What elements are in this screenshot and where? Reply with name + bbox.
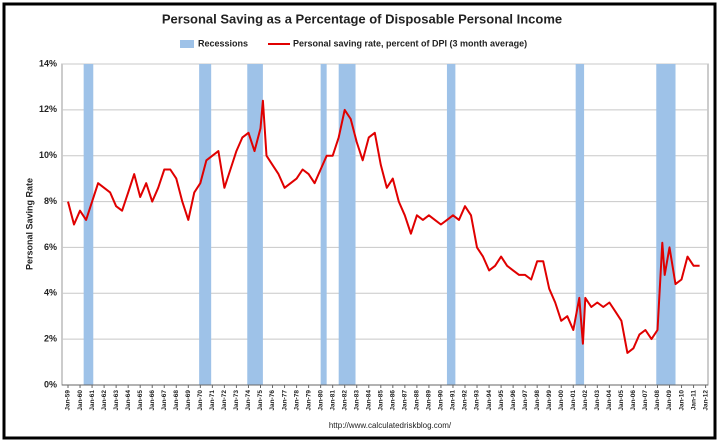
x-tick-label: Jan-06 <box>630 390 637 411</box>
x-tick-label: Jan-99 <box>546 390 553 411</box>
y-tick-label: 2% <box>44 334 57 344</box>
y-axis-label: Personal Saving Rate <box>24 178 34 270</box>
x-tick-label: Jan-95 <box>498 390 505 411</box>
x-tick-label: Jan-64 <box>125 390 132 411</box>
x-tick-label: Jan-04 <box>606 390 613 411</box>
y-tick-label: 4% <box>44 288 57 298</box>
x-tick-label: Jan-07 <box>642 390 649 411</box>
x-tick-label: Jan-88 <box>414 390 421 411</box>
x-tick-label: Jan-62 <box>101 390 108 411</box>
x-tick-label: Jan-08 <box>654 390 661 411</box>
x-tick-label: Jan-01 <box>570 390 577 411</box>
x-tick-label: Jan-03 <box>594 390 601 411</box>
x-tick-label: Jan-12 <box>702 390 709 411</box>
recession-band <box>199 64 212 385</box>
x-tick-label: Jan-82 <box>341 390 348 411</box>
recession-band <box>338 64 356 385</box>
x-tick-label: Jan-76 <box>269 390 276 411</box>
y-tick-label: 0% <box>44 379 57 389</box>
x-tick-label: Jan-87 <box>402 390 409 411</box>
x-tick-label: Jan-81 <box>329 390 336 411</box>
y-tick-label: 8% <box>44 196 57 206</box>
y-tick-label: 6% <box>44 242 57 252</box>
y-tick-label: 10% <box>39 150 57 160</box>
x-tick-label: Jan-89 <box>426 390 433 411</box>
recession-band <box>247 64 263 385</box>
x-tick-label: Jan-98 <box>534 390 541 411</box>
legend-label: Recessions <box>198 38 248 48</box>
x-tick-label: Jan-73 <box>233 390 240 411</box>
recession-band <box>83 64 94 385</box>
x-tick-label: Jan-02 <box>582 390 589 411</box>
recession-band <box>575 64 585 385</box>
legend-swatch <box>180 40 194 48</box>
plot-area <box>61 63 709 386</box>
x-tick-label: Jan-85 <box>378 390 385 411</box>
x-tick-label: Jan-74 <box>245 390 252 411</box>
x-tick-label: Jan-78 <box>293 390 300 411</box>
chart-title: Personal Saving as a Percentage of Dispo… <box>162 11 562 26</box>
x-tick-label: Jan-00 <box>558 390 565 411</box>
source: http://www.calculatedriskblog.com/ <box>329 421 452 430</box>
recession-band <box>320 64 327 385</box>
x-tick-label: Jan-93 <box>474 390 481 411</box>
x-tick-label: Jan-71 <box>209 390 216 411</box>
x-tick-label: Jan-75 <box>257 390 264 411</box>
x-tick-label: Jan-84 <box>365 390 372 411</box>
x-tick-label: Jan-92 <box>462 390 469 411</box>
x-tick-label: Jan-83 <box>353 390 360 411</box>
y-tick-label: 14% <box>39 58 57 68</box>
x-tick-label: Jan-77 <box>281 390 288 411</box>
x-tick-label: Jan-96 <box>510 390 517 411</box>
x-tick-label: Jan-05 <box>618 390 625 411</box>
x-tick-label: Jan-61 <box>89 390 96 411</box>
recession-band <box>446 64 456 385</box>
x-tick-label: Jan-10 <box>678 390 685 411</box>
x-tick-label: Jan-90 <box>438 390 445 411</box>
legend-label: Personal saving rate, percent of DPI (3 … <box>293 38 527 48</box>
x-tick-label: Jan-94 <box>486 390 493 411</box>
x-tick-label: Jan-70 <box>197 390 204 411</box>
series-line <box>67 99 700 354</box>
x-tick-label: Jan-68 <box>173 390 180 411</box>
x-tick-label: Jan-11 <box>690 390 697 411</box>
x-tick-label: Jan-63 <box>113 390 120 411</box>
x-tick-label: Jan-91 <box>450 390 457 411</box>
x-tick-label: Jan-72 <box>221 390 228 411</box>
x-tick-label: Jan-97 <box>522 390 529 411</box>
x-tick-label: Jan-65 <box>137 390 144 411</box>
y-tick-label: 12% <box>39 104 57 114</box>
x-tick-label: Jan-86 <box>390 390 397 411</box>
x-tick-label: Jan-67 <box>161 390 168 411</box>
x-tick-label: Jan-80 <box>317 390 324 411</box>
recession-band <box>656 64 676 385</box>
x-tick-label: Jan-69 <box>185 390 192 411</box>
x-tick-label: Jan-09 <box>666 390 673 411</box>
x-tick-label: Jan-59 <box>65 390 72 411</box>
x-tick-label: Jan-79 <box>305 390 312 411</box>
x-tick-label: Jan-60 <box>77 390 84 411</box>
x-tick-label: Jan-66 <box>149 390 156 411</box>
